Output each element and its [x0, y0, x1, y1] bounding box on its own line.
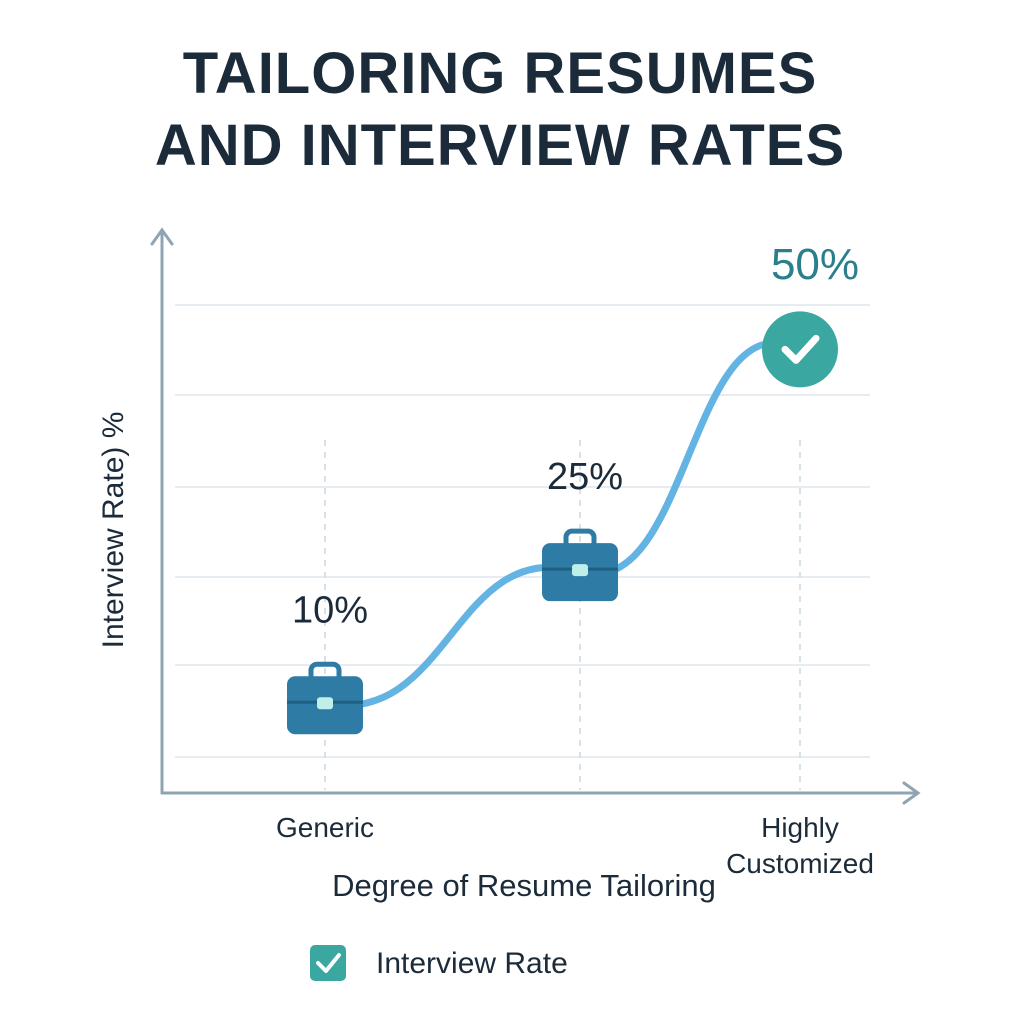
check [781, 334, 820, 364]
briefcase-clasp [572, 564, 588, 577]
x-tick-label: Generic [275, 812, 375, 843]
line [321, 339, 804, 710]
x-axis-label: Degree of Resume Tailoring [332, 868, 716, 903]
chart-title: TAILORING RESUMES AND INTERVIEW RATES [154, 41, 846, 178]
legend-label: Interview Rate [376, 947, 568, 980]
briefcase-clasp [317, 697, 333, 710]
point-marker [542, 528, 618, 602]
value-label: 10% [292, 589, 368, 631]
legend-swatch [310, 945, 346, 981]
x-axis-arrow [902, 781, 921, 805]
axes [150, 227, 921, 805]
check-circle [762, 311, 838, 388]
point-marker [287, 661, 363, 735]
value-label: 50% [771, 240, 859, 289]
value-label: 25% [547, 456, 623, 498]
grid [175, 304, 870, 758]
y-axis-arrow [150, 227, 174, 246]
legend-check [316, 953, 341, 973]
y-axis-label: Interview Rate) % [97, 412, 130, 649]
point-marker [762, 311, 838, 388]
x-tick-label: Highly Customized [726, 812, 874, 879]
